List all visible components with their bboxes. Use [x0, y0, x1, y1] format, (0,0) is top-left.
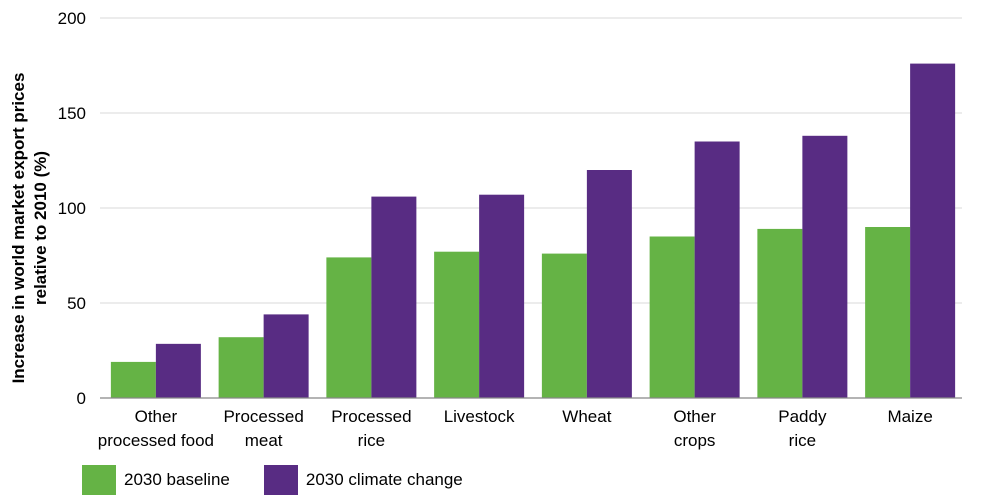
bar-baseline-5 — [649, 236, 695, 398]
legend-label-climate: 2030 climate change — [305, 470, 463, 489]
x-tick-5: Other crops — [673, 407, 716, 450]
legend-item-climate: 2030 climate change — [263, 465, 463, 495]
x-tick-0: Other processed food — [98, 407, 214, 450]
bars — [110, 63, 956, 399]
x-tick-2-line-1: rice — [358, 431, 385, 450]
x-tick-7-line-0: Maize — [887, 407, 932, 426]
y-axis-label-line-0: Increase in world market export prices — [9, 73, 28, 384]
bar-baseline-1 — [218, 337, 264, 398]
x-tick-3: Livestock — [444, 407, 515, 426]
x-tick-5-line-1: crops — [674, 431, 716, 450]
x-tick-2: Processed rice — [331, 407, 411, 450]
bar-climate-5 — [694, 141, 740, 398]
x-tick-5-line-0: Other — [673, 407, 716, 426]
legend-swatch-climate — [263, 465, 298, 495]
bar-climate-3 — [479, 194, 525, 398]
x-tick-1-line-0: Processed — [223, 407, 303, 426]
bar-climate-2 — [371, 196, 417, 398]
y-tick-0: 0 — [77, 389, 86, 408]
x-tick-1-line-1: meat — [245, 431, 283, 450]
y-tick-50: 50 — [67, 294, 86, 313]
bar-climate-7 — [910, 63, 956, 398]
x-tick-2-line-0: Processed — [331, 407, 411, 426]
x-tick-4: Wheat — [562, 407, 611, 426]
bar-baseline-7 — [865, 227, 911, 398]
legend-swatch-baseline — [82, 465, 116, 495]
y-axis-label: Increase in world market export prices re… — [9, 73, 50, 384]
bar-climate-4 — [586, 170, 632, 398]
x-tick-6-line-0: Paddy — [778, 407, 827, 426]
bar-baseline-6 — [757, 228, 803, 398]
bar-baseline-4 — [541, 253, 587, 398]
y-tick-100: 100 — [58, 199, 86, 218]
x-tick-0-line-0: Other — [135, 407, 178, 426]
x-tick-6: Paddy rice — [778, 407, 827, 450]
bar-climate-6 — [802, 135, 848, 399]
y-axis-label-line-1: relative to 2010 (%) — [31, 151, 50, 305]
bar-climate-0 — [155, 343, 201, 398]
bar-climate-1 — [263, 314, 309, 398]
y-axis-ticks: 0 50 100 150 200 — [58, 9, 86, 408]
x-tick-0-line-1: processed food — [98, 431, 214, 450]
legend: 2030 baseline 2030 climate change — [82, 465, 497, 495]
x-tick-7: Maize — [887, 407, 932, 426]
y-tick-150: 150 — [58, 104, 86, 123]
legend-label-baseline: 2030 baseline — [124, 470, 230, 489]
y-tick-200: 200 — [58, 9, 86, 28]
x-tick-4-line-0: Wheat — [562, 407, 611, 426]
x-tick-1: Processed meat — [223, 407, 303, 450]
legend-item-baseline: 2030 baseline — [82, 465, 230, 495]
x-tick-3-line-0: Livestock — [444, 407, 515, 426]
bar-baseline-2 — [326, 257, 372, 398]
bar-baseline-3 — [434, 251, 480, 398]
bar-baseline-0 — [110, 361, 156, 398]
x-tick-6-line-1: rice — [789, 431, 816, 450]
